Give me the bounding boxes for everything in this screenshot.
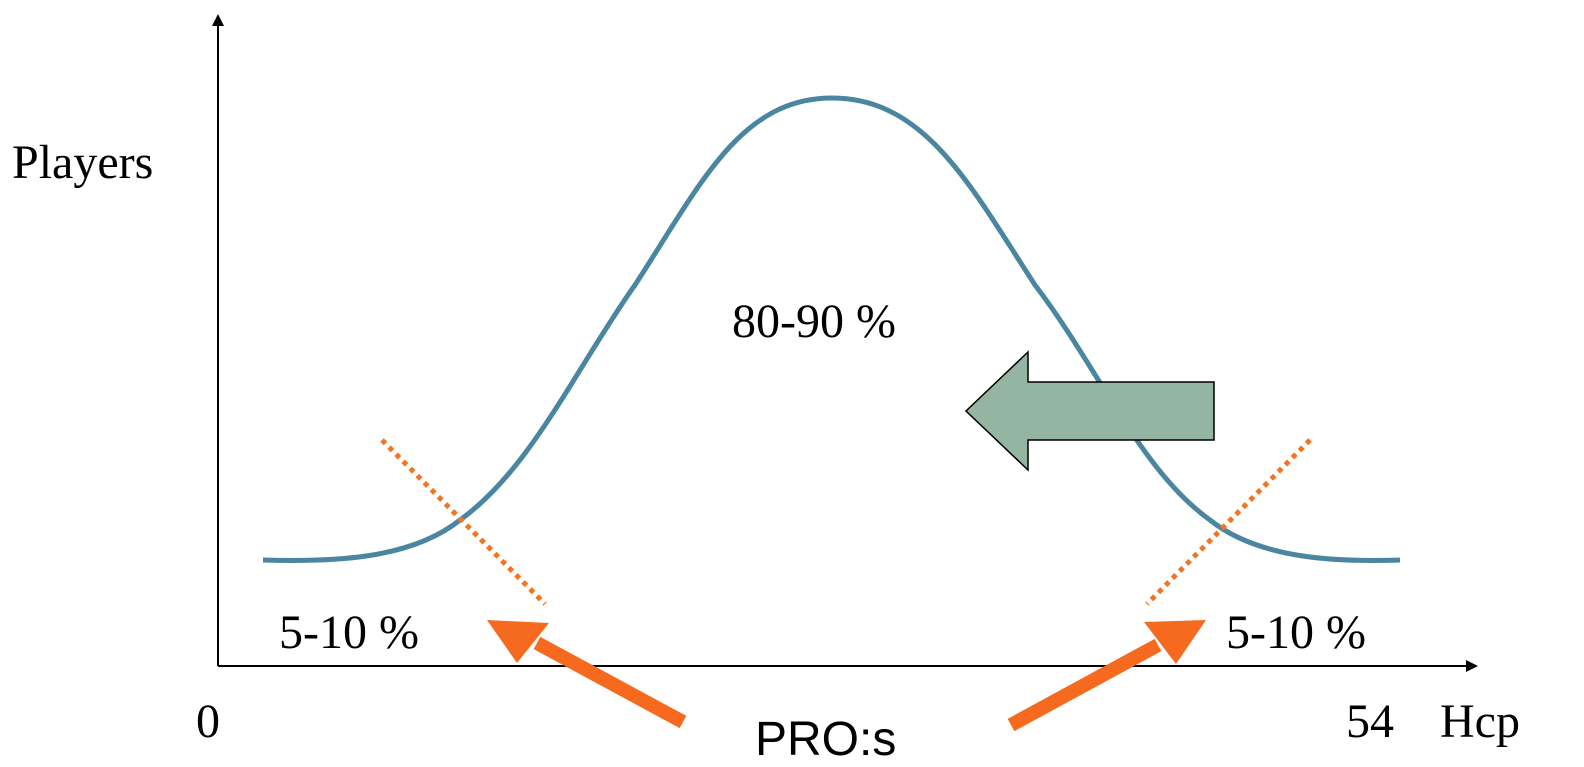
x-axis-max-label: 54 xyxy=(1346,695,1394,748)
right-tail-percentage-label: 5-10 % xyxy=(1226,606,1366,659)
left-divider-line xyxy=(380,438,547,606)
diagonal-arrow-icon xyxy=(487,620,687,729)
pro-callout-label: PRO:s xyxy=(755,713,896,766)
left-tail-percentage-label: 5-10 % xyxy=(279,606,419,659)
diagonal-arrow-icon xyxy=(1007,620,1206,732)
distribution-curve xyxy=(262,95,1401,564)
right-divider-line xyxy=(1145,438,1312,606)
x-axis-min-label: 0 xyxy=(196,695,220,748)
y-axis-label: Players xyxy=(12,136,153,189)
left-block-arrow-icon xyxy=(964,350,1215,472)
center-percentage-label: 80-90 % xyxy=(732,295,896,348)
x-axis-label: Hcp xyxy=(1440,695,1520,748)
